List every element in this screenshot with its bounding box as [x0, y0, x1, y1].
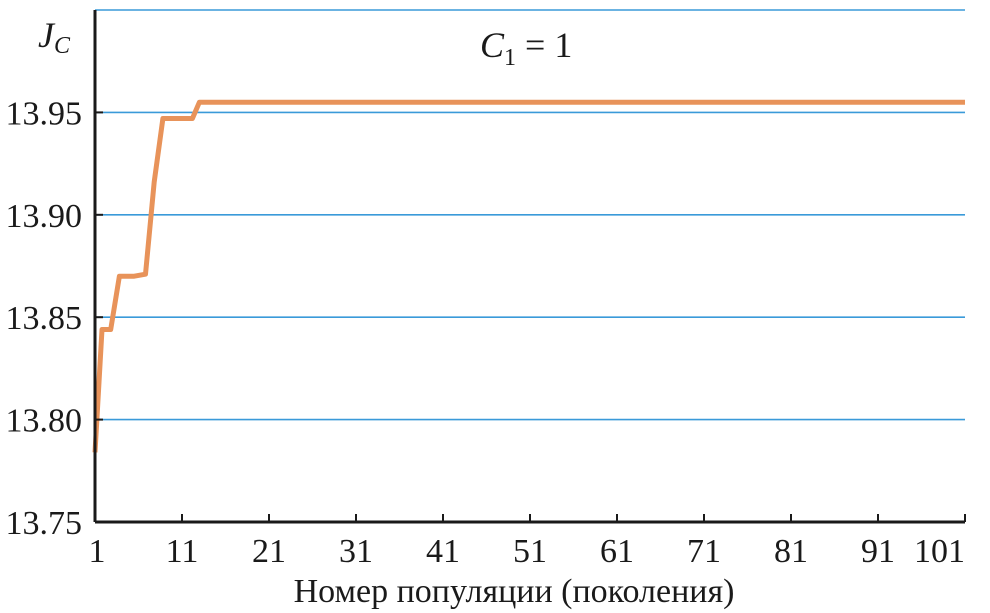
x-axis-title: Номер популяции (поколения) — [294, 573, 735, 610]
x-tick-label: 71 — [687, 533, 721, 570]
annotation-rest: = 1 — [516, 25, 572, 65]
y-axis-label-sub: C — [54, 33, 71, 59]
y-ticks: 13.75 13.80 13.85 13.90 13.95 — [6, 95, 103, 542]
y-axis-label: JC — [38, 15, 71, 59]
x-tick-label: 61 — [600, 533, 634, 570]
x-ticks: 1 11 21 31 41 51 61 71 81 91 101 — [89, 514, 966, 570]
axes — [93, 10, 965, 524]
y-tick-label: 13.75 — [6, 505, 83, 542]
x-tick-label: 41 — [426, 533, 460, 570]
x-tick-label: 81 — [774, 533, 808, 570]
y-tick-label: 13.80 — [6, 403, 83, 440]
grid-lines — [95, 9, 965, 421]
x-tick-label: 31 — [339, 533, 373, 570]
x-tick-label: 51 — [513, 533, 547, 570]
y-tick-label: 13.85 — [6, 300, 83, 337]
x-tick-label: 91 — [861, 533, 895, 570]
series-line — [92, 99, 965, 453]
x-tick-label: 1 — [89, 533, 106, 570]
y-axis-label-main: J — [38, 15, 56, 55]
y-tick-label: 13.90 — [6, 198, 83, 235]
x-tick-label: 21 — [252, 533, 286, 570]
series-layer — [92, 99, 965, 453]
x-tick-label: 11 — [166, 533, 199, 570]
x-tick-label: 101 — [914, 533, 965, 570]
y-tick-label: 13.95 — [6, 95, 83, 132]
annotation-c1: C1 = 1 — [480, 25, 572, 71]
annotation-main: C — [480, 25, 505, 65]
annotation-sub: 1 — [504, 45, 516, 71]
